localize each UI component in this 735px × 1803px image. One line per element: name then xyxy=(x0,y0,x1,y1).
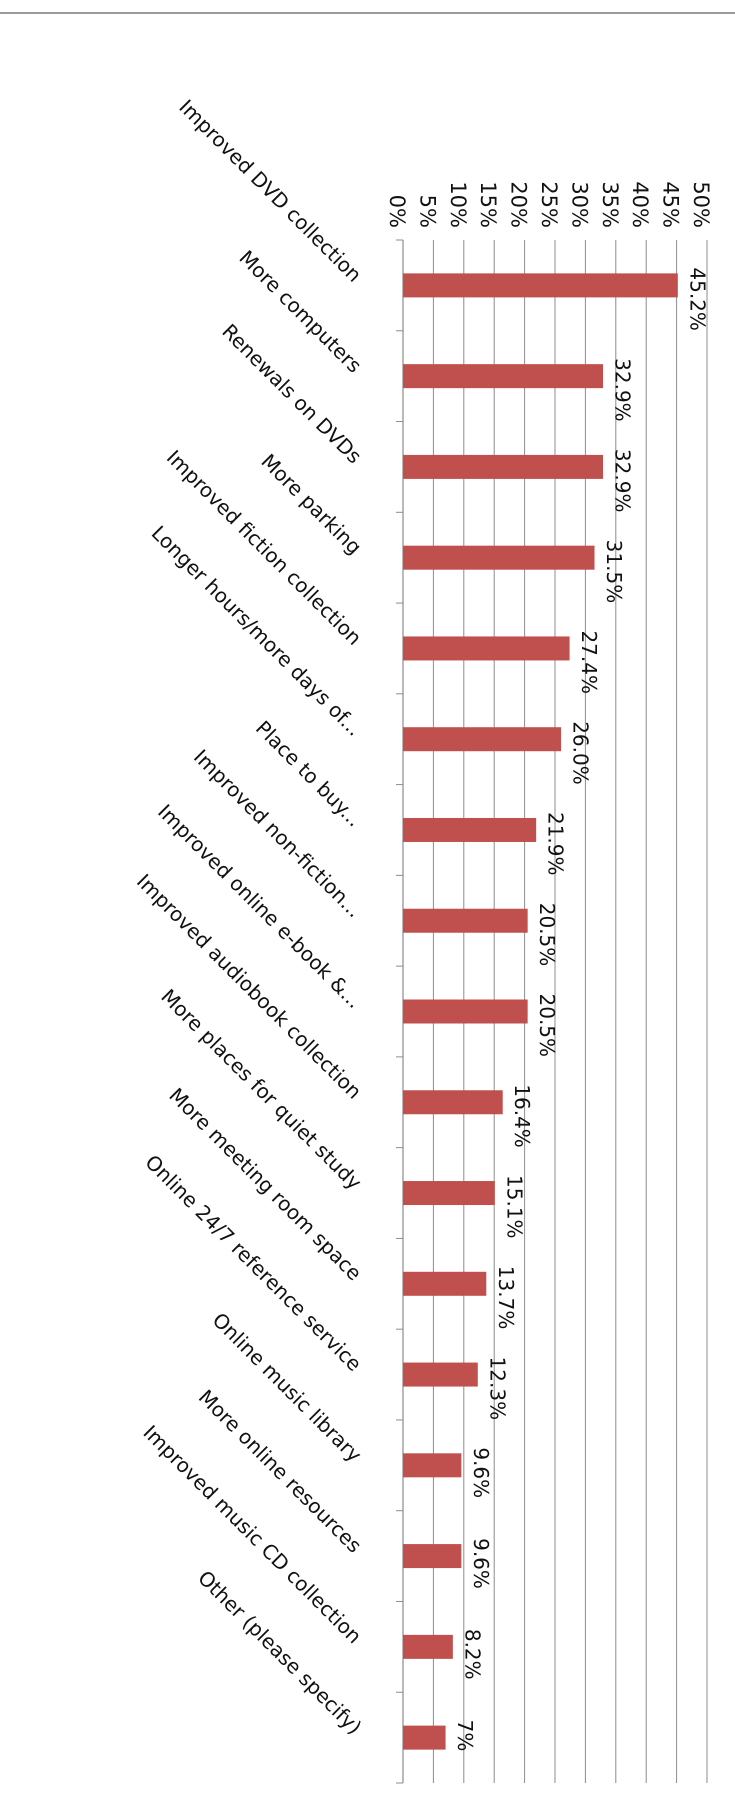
data-label: 13.7% xyxy=(494,1266,518,1330)
bar xyxy=(403,1544,462,1569)
data-label: 8.2% xyxy=(460,1629,484,1680)
bar xyxy=(403,727,562,752)
data-label: 7% xyxy=(453,1720,477,1752)
category-label: Online music library xyxy=(208,1308,367,1467)
bar xyxy=(403,999,528,1024)
data-label: 9.6% xyxy=(469,1447,493,1498)
tick-label: 40% xyxy=(628,181,652,228)
data-label: 31.5% xyxy=(602,540,626,604)
tick-label: 5% xyxy=(415,195,439,228)
tick-label: 35% xyxy=(598,181,622,228)
data-label: 32.9% xyxy=(611,358,635,422)
bar xyxy=(403,273,678,298)
category-label: More meeting room space xyxy=(164,1083,366,1285)
category-label: Improved DVD collection xyxy=(174,95,366,287)
category-label: Other (please specify) xyxy=(193,1566,366,1739)
tick-label: 10% xyxy=(446,181,470,228)
tick-label: 30% xyxy=(567,181,591,228)
data-label: 21.9% xyxy=(544,812,568,876)
data-label: 9.6% xyxy=(469,1538,493,1589)
data-label: 12.3% xyxy=(485,1357,509,1421)
bar xyxy=(403,1181,495,1206)
top-border xyxy=(0,0,735,14)
bar xyxy=(403,636,570,661)
data-label: 26.0% xyxy=(569,721,593,785)
category-label: More online resources xyxy=(194,1385,367,1558)
data-label: 45.2% xyxy=(685,267,709,331)
data-label: 20.5% xyxy=(535,903,559,967)
bar xyxy=(403,364,604,389)
bar xyxy=(403,1453,462,1478)
bar xyxy=(403,1725,446,1750)
bar xyxy=(403,454,604,479)
tick-label: 0% xyxy=(385,195,409,228)
tick-label: 45% xyxy=(659,181,683,228)
bar xyxy=(403,1362,478,1387)
data-label: 16.4% xyxy=(510,1084,534,1148)
bar xyxy=(403,1634,453,1659)
tick-label: 25% xyxy=(537,181,561,228)
bar xyxy=(403,545,595,570)
category-label: Improved fiction collection xyxy=(162,445,367,650)
bar xyxy=(403,1271,487,1296)
bar xyxy=(403,908,528,933)
data-label: 32.9% xyxy=(611,449,635,513)
bar xyxy=(403,817,537,842)
data-label: 15.1% xyxy=(502,1175,526,1239)
tick-label: 15% xyxy=(476,181,500,228)
tick-label: 50% xyxy=(689,181,713,228)
data-label: 27.4% xyxy=(577,630,601,694)
bar xyxy=(403,1090,503,1115)
category-label: Improved non-fiction... xyxy=(189,745,367,923)
tick-label: 20% xyxy=(507,181,531,228)
data-label: 20.5% xyxy=(535,994,559,1058)
